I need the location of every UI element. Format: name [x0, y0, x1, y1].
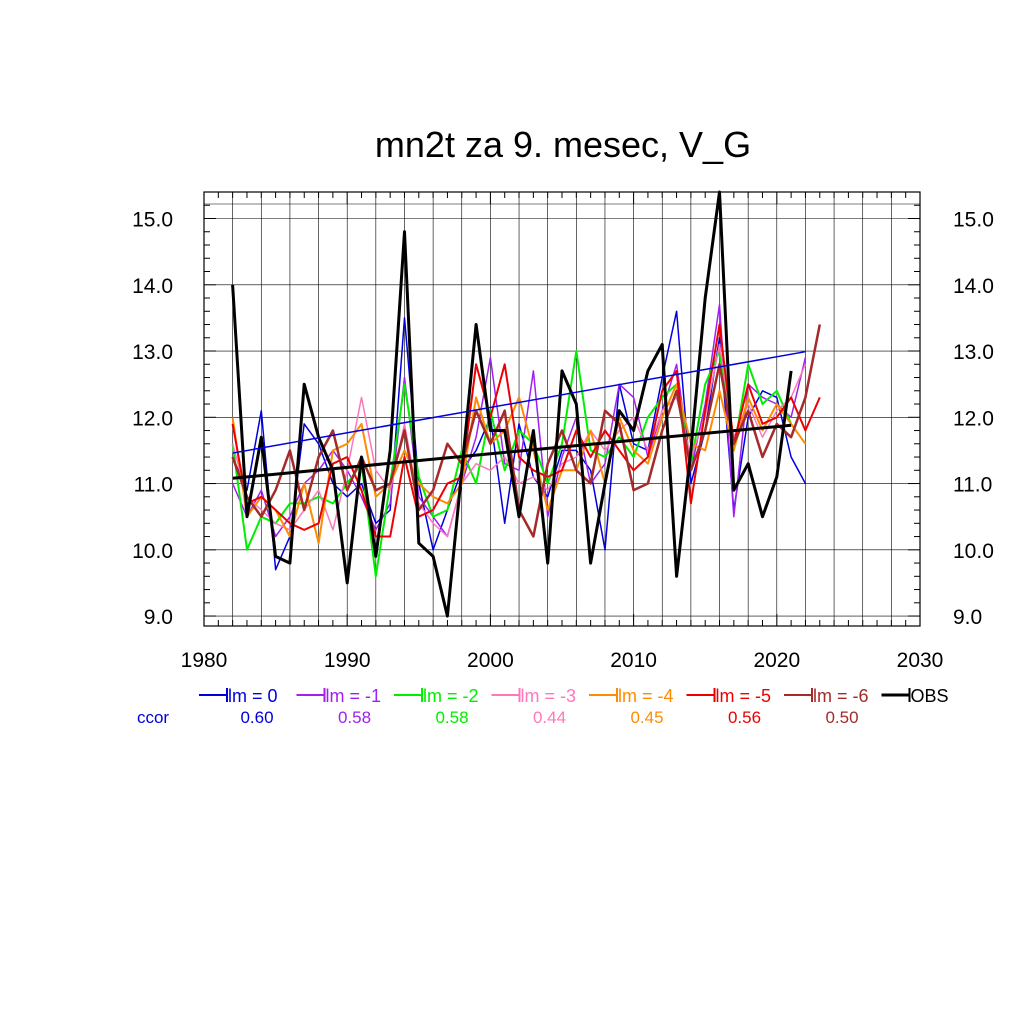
legend-ccor-2: 0.58: [435, 708, 468, 727]
ccor-label: ccor: [137, 708, 169, 727]
y-tick-label-left: 12.0: [132, 407, 173, 430]
series-line-6: [231, 324, 822, 538]
x-tick-label: 2000: [467, 649, 514, 672]
legend-ccor-0: 0.60: [240, 708, 273, 727]
legend-ccor-5: 0.56: [728, 708, 761, 727]
y-tick-label-left: 9.0: [144, 606, 173, 629]
y-tick-label-right: 10.0: [953, 540, 994, 563]
legend-label-7: OBS: [911, 686, 949, 706]
series-line-5: [231, 323, 821, 538]
y-tick-label-right: 13.0: [953, 341, 994, 364]
x-tick-label: 2030: [897, 649, 944, 672]
trend-line-7: [232, 423, 792, 480]
y-tick-label-left: 10.0: [132, 540, 173, 563]
legend-label-3: lm = -3: [521, 686, 577, 706]
y-tick-label-left: 13.0: [132, 341, 173, 364]
legend-ccor-4: 0.45: [630, 708, 663, 727]
legend-ccor-6: 0.50: [825, 708, 858, 727]
legend-label-6: lm = -6: [813, 686, 869, 706]
trend-line-0: [232, 350, 806, 454]
y-tick-label-right: 15.0: [953, 209, 994, 232]
x-tick-label: 1980: [181, 649, 228, 672]
y-tick-label-left: 11.0: [134, 474, 173, 497]
y-tick-label-right: 14.0: [953, 275, 994, 298]
x-tick-label: 2010: [610, 649, 657, 672]
legend-ccor-3: 0.44: [533, 708, 566, 727]
x-tick-label: 1990: [324, 649, 371, 672]
legend-label-5: lm = -5: [716, 686, 772, 706]
axes: 1980 1990 2000 2010 2020 2030 9.0 9.0 10.0 10.0 11…: [132, 191, 994, 672]
legend: ccor lm = 0 0.60 lm = -1 0.58 lm = -2 0.58 lm =…: [137, 686, 949, 727]
x-tick-label: 2020: [753, 649, 800, 672]
legend-label-1: lm = -1: [326, 686, 382, 706]
trend-lines: [232, 350, 806, 480]
y-tick-label-right: 9.0: [953, 606, 982, 629]
y-tick-label-left: 14.0: [132, 275, 173, 298]
legend-label-0: lm = 0: [228, 686, 278, 706]
y-tick-label-left: 15.0: [132, 209, 173, 232]
chart-title: mn2t za 9. mesec, V_G: [375, 124, 751, 165]
y-tick-label-right: 12.0: [953, 407, 994, 430]
series-line-3: [231, 343, 807, 538]
legend-label-2: lm = -2: [423, 686, 479, 706]
series-line-7: [231, 190, 793, 618]
y-tick-label-right: 11.0: [953, 474, 992, 497]
series-lines: [231, 190, 822, 618]
legend-label-4: lm = -4: [618, 686, 674, 706]
legend-ccor-1: 0.58: [338, 708, 371, 727]
